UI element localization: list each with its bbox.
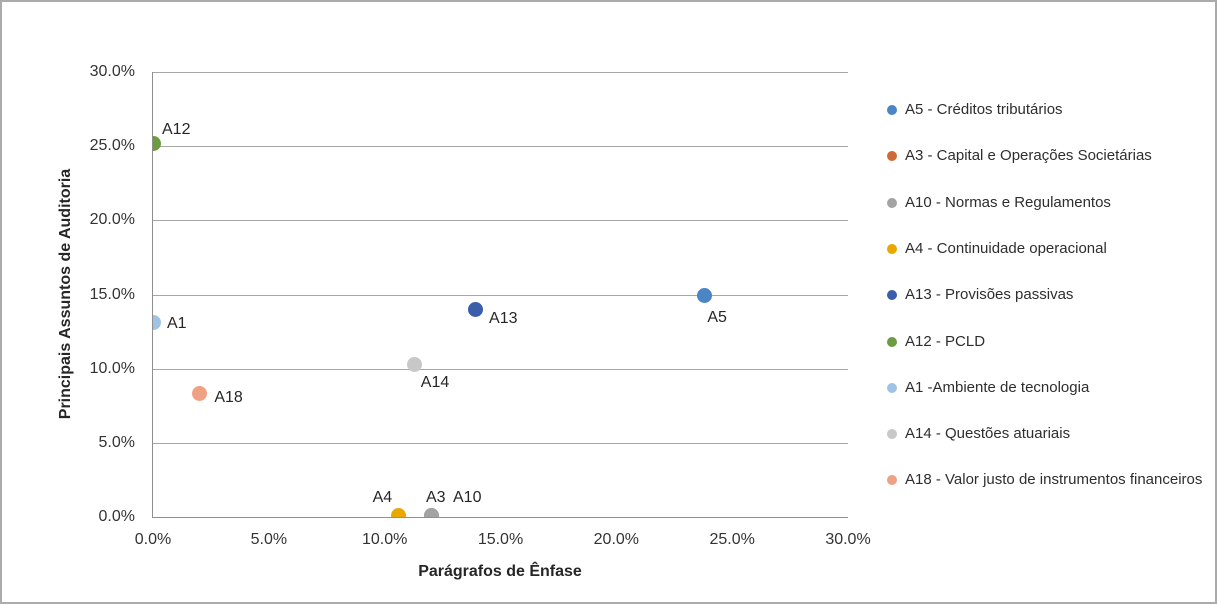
- legend-marker-icon: [887, 475, 897, 486]
- x-tick-label: 20.0%: [593, 531, 640, 548]
- legend-item-A14: A14 - Questões atuariais: [887, 424, 1215, 444]
- legend-marker-icon: [887, 197, 897, 208]
- legend-label: A3 - Capital e Operações Societárias: [905, 147, 1152, 165]
- y-tick-label: 5.0%: [98, 433, 135, 451]
- x-tick-label: 15.0%: [477, 531, 524, 548]
- legend-item-A18: A18 - Valor justo de instrumentos financ…: [887, 470, 1215, 490]
- x-tick-label: 5.0%: [250, 531, 288, 548]
- legend-label: A14 - Questões atuariais: [905, 425, 1071, 443]
- legend-item-A4: A4 - Continuidade operacional: [887, 239, 1215, 259]
- data-point-A5: [696, 288, 712, 304]
- x-tick-label: 30.0%: [825, 531, 871, 548]
- y-tick-label: 0.0%: [98, 508, 135, 525]
- legend-label: A4 - Continuidade operacional: [905, 239, 1107, 257]
- y-tick-label: 30.0%: [89, 63, 135, 80]
- legend-marker-icon: [887, 382, 897, 393]
- x-tick-label: 0.0%: [134, 531, 172, 548]
- y-tick-label: 25.0%: [89, 137, 135, 155]
- legend-label: A12 - PCLD: [905, 332, 986, 350]
- x-tick-label: 25.0%: [709, 531, 755, 548]
- y-axis-title: Principais Assuntos de Auditoria: [57, 168, 74, 420]
- legend-marker-icon: [887, 290, 897, 301]
- x-axis-title: Parágrafos de Ênfase: [418, 563, 582, 580]
- data-point-A4: [391, 508, 407, 517]
- y-tick-label: 10.0%: [89, 359, 135, 377]
- legend-marker-icon: [887, 243, 897, 254]
- legend-label: A1 -Ambiente de tecnologia: [905, 378, 1090, 396]
- data-point-A14: [407, 356, 423, 372]
- legend-marker-icon: [887, 336, 897, 347]
- y-tick-label: 15.0%: [89, 285, 135, 303]
- legend-item-A12: A12 - PCLD: [887, 332, 1215, 352]
- legend-item-A1: A1 -Ambiente de tecnologia: [887, 378, 1215, 398]
- data-point-A12: [153, 135, 161, 151]
- data-point-A1: [153, 315, 161, 331]
- legend-marker-icon: [887, 429, 897, 440]
- legend-label: A10 - Normas e Regulamentos: [905, 193, 1111, 211]
- y-tick-label: 20.0%: [89, 211, 135, 229]
- legend-marker-icon: [887, 105, 897, 115]
- data-point-A10: [423, 508, 439, 517]
- legend-item-A13: A13 - Provisões passivas: [887, 285, 1215, 305]
- legend-marker-icon: [887, 151, 897, 162]
- legend-label: A13 - Provisões passivas: [905, 286, 1074, 304]
- x-tick-label: 10.0%: [361, 531, 408, 548]
- legend-item-A10: A10 - Normas e Regulamentos: [887, 193, 1215, 213]
- data-point-A13: [467, 301, 483, 317]
- data-point-A18: [191, 386, 207, 402]
- legend-label: A18 - Valor justo de instrumentos financ…: [905, 471, 1203, 489]
- legend-item-A3: A3 - Capital e Operações Societárias: [887, 146, 1215, 166]
- legend-item-A5: A5 - Créditos tributários: [887, 100, 1215, 120]
- plot-area: [153, 72, 848, 517]
- legend-label: A5 - Créditos tributários: [905, 101, 1063, 118]
